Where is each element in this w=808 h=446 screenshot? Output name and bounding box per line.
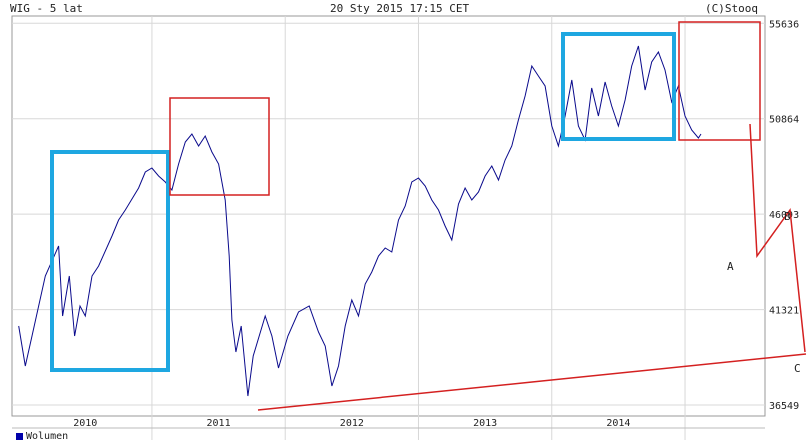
x-tick-label: 2010 xyxy=(73,418,97,429)
chart-timestamp: 20 Sty 2015 17:15 CET xyxy=(330,2,470,15)
annotation-label: C xyxy=(794,362,801,375)
x-tick-label: 2011 xyxy=(207,418,231,429)
plot-frame xyxy=(11,15,766,417)
y-tick-label: 55636 xyxy=(769,19,799,30)
annotation-red-box xyxy=(169,97,270,196)
annotation-trendline xyxy=(257,353,807,411)
y-tick-label: 41321 xyxy=(769,306,799,317)
y-tick-label: 46093 xyxy=(769,210,799,221)
x-tick-label: 2013 xyxy=(473,418,497,429)
x-tick-label: 2014 xyxy=(606,418,630,429)
annotation-red-box xyxy=(678,21,761,141)
y-tick-label: 36549 xyxy=(769,401,799,412)
annotation-blue-box xyxy=(561,32,676,141)
chart-title: WIG - 5 lat xyxy=(10,2,83,15)
y-tick-label: 50864 xyxy=(769,115,799,126)
legend-label: Wolumen xyxy=(26,431,69,442)
chart-copyright: (C)Stooq xyxy=(705,2,758,15)
annotation-blue-box xyxy=(50,150,170,372)
price-line xyxy=(18,45,702,397)
x-tick-label: 2012 xyxy=(340,418,364,429)
annotation-label: A xyxy=(727,260,734,273)
legend-swatch-icon xyxy=(16,433,23,440)
annotation-label: B xyxy=(784,210,791,223)
legend: Wolumen xyxy=(16,431,68,442)
annotation-abc-path xyxy=(749,123,806,353)
